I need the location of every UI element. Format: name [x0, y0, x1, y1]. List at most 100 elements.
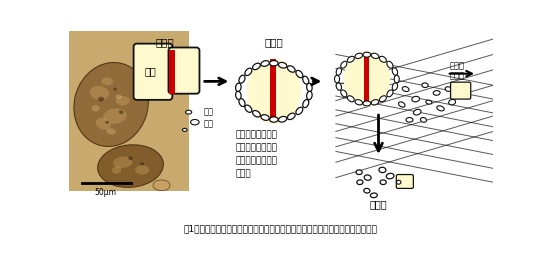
Ellipse shape — [296, 107, 303, 115]
Ellipse shape — [74, 62, 149, 146]
FancyBboxPatch shape — [450, 82, 471, 99]
Ellipse shape — [112, 166, 121, 174]
Ellipse shape — [236, 83, 241, 92]
Ellipse shape — [357, 180, 363, 185]
Ellipse shape — [278, 116, 287, 122]
Ellipse shape — [182, 128, 187, 132]
Ellipse shape — [296, 70, 303, 78]
Ellipse shape — [380, 180, 386, 185]
Ellipse shape — [406, 117, 413, 122]
Ellipse shape — [128, 156, 133, 160]
Ellipse shape — [344, 51, 390, 107]
Ellipse shape — [307, 83, 312, 92]
Ellipse shape — [247, 59, 301, 124]
Ellipse shape — [445, 87, 452, 91]
Text: 澱粉
顆粒: 澱粉 顆粒 — [203, 107, 213, 128]
Ellipse shape — [98, 97, 104, 101]
Ellipse shape — [371, 100, 379, 105]
Text: 50μm: 50μm — [95, 188, 117, 197]
Ellipse shape — [104, 108, 127, 124]
Ellipse shape — [135, 165, 149, 175]
Ellipse shape — [356, 170, 362, 175]
Ellipse shape — [426, 100, 432, 104]
Ellipse shape — [386, 173, 394, 179]
Ellipse shape — [113, 87, 117, 91]
FancyBboxPatch shape — [168, 48, 199, 94]
Ellipse shape — [116, 96, 130, 105]
Ellipse shape — [96, 118, 111, 130]
Ellipse shape — [90, 86, 109, 100]
Ellipse shape — [270, 117, 278, 122]
Ellipse shape — [336, 68, 341, 75]
FancyBboxPatch shape — [134, 44, 173, 100]
Ellipse shape — [239, 99, 245, 106]
Text: 細胞: 細胞 — [145, 66, 157, 76]
Ellipse shape — [261, 61, 269, 66]
Bar — [270, 59, 276, 122]
Ellipse shape — [153, 180, 170, 191]
Ellipse shape — [396, 180, 401, 184]
Ellipse shape — [394, 75, 399, 83]
Ellipse shape — [392, 83, 398, 90]
Ellipse shape — [239, 75, 245, 83]
Ellipse shape — [186, 110, 192, 114]
Text: 図1　製粉のイメージ図（小麦粉のふるい抜け性を低下させる細胞塊と凝集塊）: 図1 製粉のイメージ図（小麦粉のふるい抜け性を低下させる細胞塊と凝集塊） — [184, 224, 378, 233]
Ellipse shape — [119, 110, 123, 114]
Ellipse shape — [302, 100, 309, 108]
Ellipse shape — [370, 193, 378, 198]
FancyBboxPatch shape — [396, 175, 413, 188]
Bar — [364, 52, 369, 106]
Ellipse shape — [236, 91, 241, 99]
Ellipse shape — [116, 94, 122, 99]
Ellipse shape — [433, 91, 440, 95]
Ellipse shape — [449, 99, 455, 105]
Text: ふすま: ふすま — [450, 62, 465, 70]
Ellipse shape — [402, 87, 409, 92]
Ellipse shape — [98, 145, 163, 187]
Ellipse shape — [363, 52, 371, 57]
Ellipse shape — [363, 101, 371, 106]
Ellipse shape — [341, 90, 347, 97]
Ellipse shape — [287, 66, 295, 72]
Ellipse shape — [307, 91, 312, 100]
Ellipse shape — [379, 96, 386, 102]
Text: 細胞塊: 細胞塊 — [156, 38, 175, 48]
Ellipse shape — [364, 188, 370, 193]
Ellipse shape — [278, 62, 287, 68]
Ellipse shape — [387, 90, 393, 97]
Ellipse shape — [336, 83, 341, 90]
Ellipse shape — [341, 61, 347, 68]
Ellipse shape — [302, 76, 309, 84]
Ellipse shape — [422, 83, 428, 87]
Ellipse shape — [245, 105, 252, 112]
Bar — [169, 50, 175, 94]
Ellipse shape — [253, 111, 260, 117]
Polygon shape — [68, 31, 189, 191]
Ellipse shape — [106, 128, 116, 135]
Ellipse shape — [92, 105, 100, 111]
Ellipse shape — [347, 56, 355, 62]
Ellipse shape — [379, 167, 386, 173]
Ellipse shape — [113, 156, 133, 168]
Ellipse shape — [253, 63, 260, 70]
Ellipse shape — [371, 53, 379, 58]
Text: 小麦粉: 小麦粉 — [370, 199, 387, 209]
Ellipse shape — [355, 53, 363, 58]
Text: 凝集塊: 凝集塊 — [265, 38, 283, 48]
Ellipse shape — [364, 175, 371, 180]
Ellipse shape — [105, 121, 109, 124]
Text: 細胞塊に澱粉顆粒
が架橋液膜を介し
て結合し、凝集塊
になる: 細胞塊に澱粉顆粒 が架橋液膜を介し て結合し、凝集塊 になる — [235, 130, 277, 179]
Ellipse shape — [437, 106, 444, 111]
Ellipse shape — [191, 120, 199, 125]
Ellipse shape — [101, 78, 113, 85]
Ellipse shape — [392, 68, 398, 75]
Ellipse shape — [334, 75, 340, 83]
Ellipse shape — [270, 61, 278, 66]
Ellipse shape — [379, 56, 386, 62]
Ellipse shape — [387, 61, 393, 68]
Ellipse shape — [420, 117, 426, 122]
Ellipse shape — [245, 68, 252, 75]
Ellipse shape — [414, 109, 421, 115]
Text: 画分へ: 画分へ — [450, 72, 465, 80]
Ellipse shape — [355, 100, 363, 105]
